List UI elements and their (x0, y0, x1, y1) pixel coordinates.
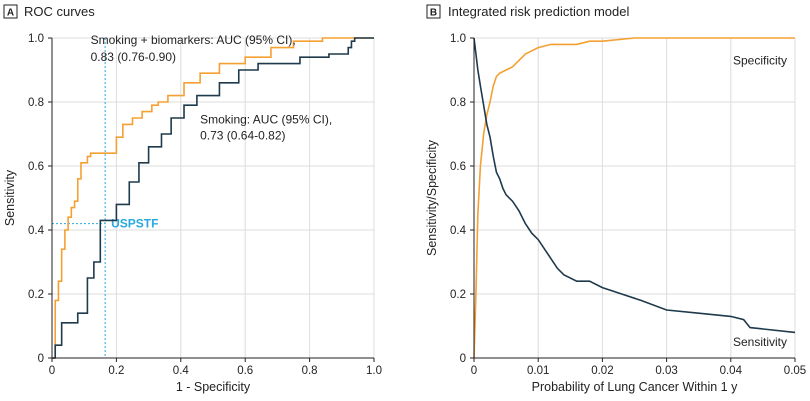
y-tick-label: 0.4 (450, 225, 467, 237)
panel-b-grid (474, 37, 796, 358)
panel-a-series (52, 37, 374, 359)
panel-b-x-axis-title: Probability of Lung Cancer Within 1 y (532, 380, 738, 394)
panel-a: A ROC curves USPSTF 0 0.2 0.4 0.6 0.8 1.0 0 0.2… (3, 4, 382, 394)
x-tick-label: 0.2 (108, 365, 124, 377)
panel-b-badge (426, 4, 441, 19)
panel-b-badge-letter: B (430, 8, 437, 19)
y-tick-label: 0 (460, 353, 466, 365)
x-tick-label: 1.0 (366, 365, 382, 377)
panel-b-series (473, 37, 796, 359)
biomarkers-line (52, 37, 374, 359)
x-tick-label: 0.03 (655, 365, 677, 377)
x-tick-label: 0.8 (302, 365, 318, 377)
x-tick-label: 0.04 (720, 365, 743, 377)
uspstf-label: USPSTF (111, 217, 158, 231)
x-tick-label: 0.01 (527, 365, 549, 377)
y-tick-label: 1.0 (450, 33, 466, 45)
panel-a-title: ROC curves (24, 4, 95, 19)
x-tick-label: 0.6 (237, 365, 253, 377)
x-tick-label: 0 (471, 365, 477, 377)
panel-b-title: Integrated risk prediction model (448, 4, 629, 19)
y-tick-label: 1.0 (28, 33, 44, 45)
y-tick-label: 0 (38, 353, 44, 365)
panel-b: B Integrated risk prediction model 0 0.01… (425, 4, 806, 394)
panel-a-axes: 0 0.2 0.4 0.6 0.8 1.0 0 0.2 0.4 0.6 0.8 1.0 (28, 33, 382, 377)
y-tick-label: 0.6 (28, 161, 44, 173)
y-tick-label: 0.8 (28, 97, 44, 109)
specificity-line (473, 37, 795, 359)
y-tick-label: 0.4 (28, 225, 45, 237)
smoking-auc-value: 0.73 (0.64-0.82) (200, 129, 285, 143)
smoking-auc-label: Smoking: AUC (95% CI), (200, 113, 332, 127)
panel-a-badge (3, 4, 18, 19)
panel-b-y-axis-title: Sensitivity/Specificity (425, 139, 439, 256)
y-tick-label: 0.8 (450, 97, 466, 109)
panel-a-y-axis-title: Sensitivity (3, 169, 17, 226)
panel-b-axes: 0 0.01 0.02 0.03 0.04 0.05 0 0.2 0.4 0.6 0.8 1.0 (450, 33, 806, 377)
panel-a-x-axis-title: 1 - Specificity (176, 380, 251, 394)
y-tick-label: 0.2 (450, 289, 466, 301)
y-tick-label: 0.2 (28, 289, 44, 301)
y-tick-label: 0.6 (450, 161, 466, 173)
panel-a-grid (52, 37, 375, 358)
specificity-series-label: Specificity (733, 53, 787, 67)
panel-a-badge-letter: A (7, 8, 14, 19)
sensitivity-series-label: Sensitivity (733, 335, 787, 349)
smoking-line (52, 37, 374, 359)
x-tick-label: 0.02 (591, 365, 613, 377)
panel-a-annotations: Smoking + biomarkers: AUC (95% CI), 0.83… (91, 33, 333, 142)
sensitivity-line (473, 37, 796, 334)
biomarkers-auc-value: 0.83 (0.76-0.90) (91, 50, 176, 64)
x-tick-label: 0 (49, 365, 55, 377)
panel-a-uspstf-reference: USPSTF (52, 38, 158, 358)
biomarkers-auc-label: Smoking + biomarkers: AUC (95% CI), (91, 33, 296, 47)
x-tick-label: 0.4 (173, 365, 190, 377)
x-tick-label: 0.05 (784, 365, 806, 377)
